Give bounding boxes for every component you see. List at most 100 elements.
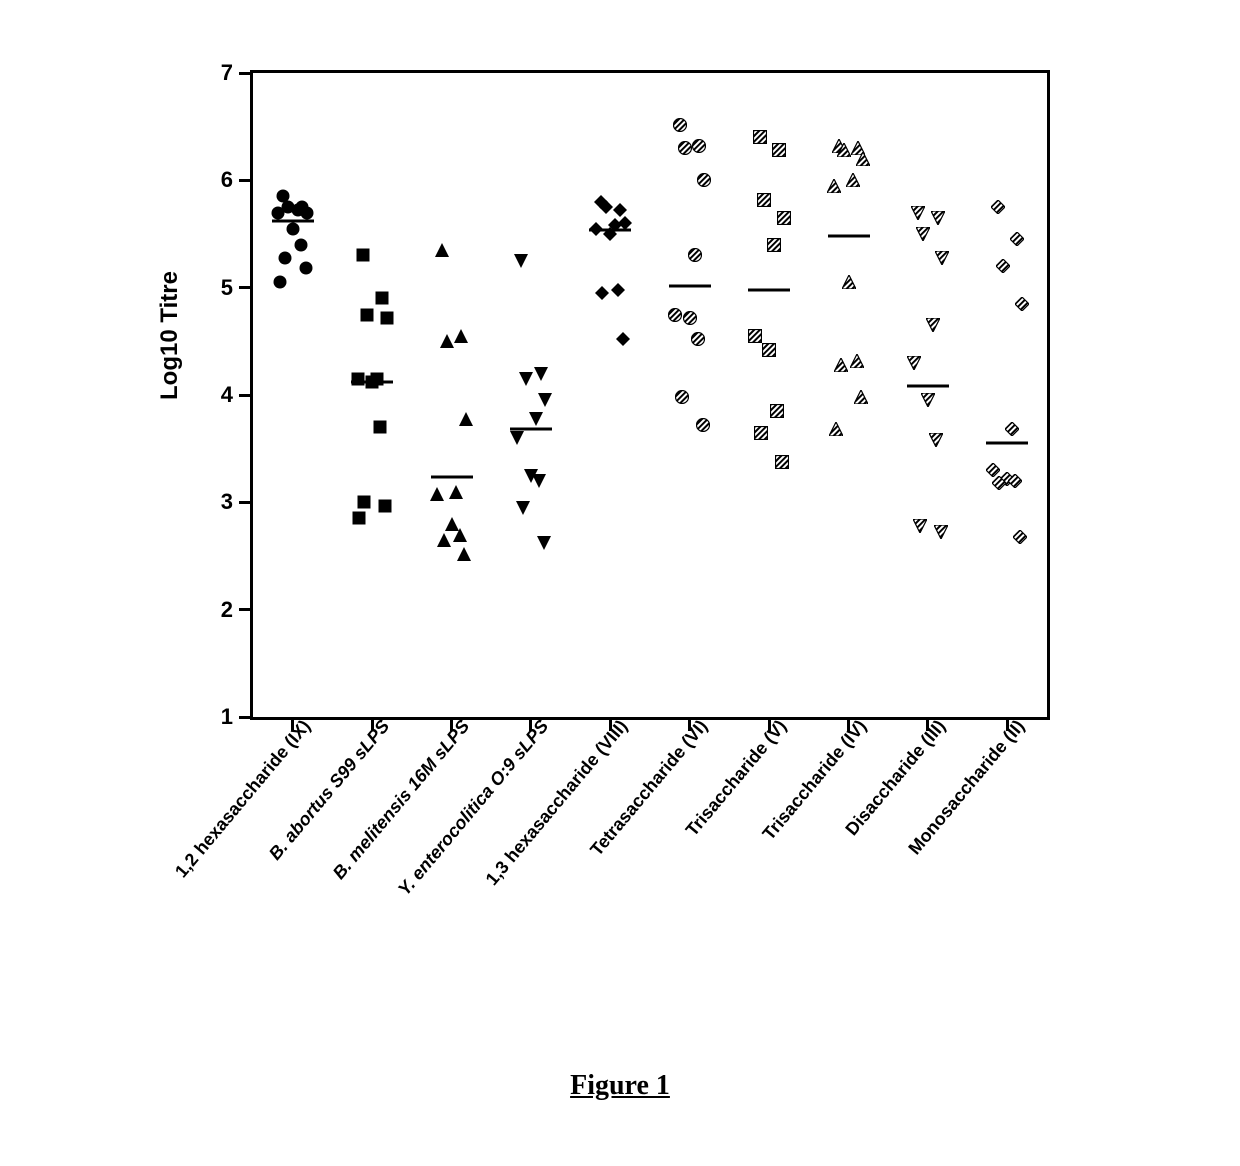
data-point (430, 487, 444, 501)
data-point (996, 259, 1010, 273)
x-tick-label: 1,3 hexasaccharide (VIII) (482, 716, 632, 890)
data-point (911, 206, 925, 220)
data-point (935, 251, 949, 265)
data-point (1013, 530, 1027, 544)
figure-caption: Figure 1 (570, 1070, 670, 1102)
data-point (356, 248, 370, 262)
data-point (1010, 232, 1024, 246)
data-point (534, 367, 548, 381)
data-point (842, 275, 856, 289)
data-point (295, 200, 309, 214)
data-point (926, 318, 940, 332)
data-point (273, 275, 287, 289)
mean-line (748, 288, 790, 291)
data-point (907, 356, 921, 370)
data-point (986, 463, 1000, 477)
data-point (856, 152, 870, 166)
data-point (611, 283, 625, 297)
data-point (850, 354, 864, 368)
data-point (757, 193, 771, 207)
data-point (278, 251, 292, 265)
data-point (754, 426, 768, 440)
data-point (375, 291, 389, 305)
data-point (829, 422, 843, 436)
mean-line (589, 228, 631, 231)
data-point (457, 547, 471, 561)
data-point (748, 329, 762, 343)
y-tick-label: 2 (203, 597, 233, 623)
data-point (299, 261, 313, 275)
data-point (380, 311, 394, 325)
data-point (851, 141, 865, 155)
y-tick (239, 179, 253, 182)
data-point (678, 141, 692, 155)
y-tick (239, 286, 253, 289)
data-point (991, 200, 1005, 214)
page-root: Log10 Titre 12345671,2 hexasaccharide (I… (0, 0, 1240, 1166)
data-point (834, 358, 848, 372)
data-point (837, 143, 851, 157)
data-point (929, 433, 943, 447)
y-tick-label: 6 (203, 167, 233, 193)
data-point (1015, 297, 1029, 311)
y-tick (239, 716, 253, 719)
data-point (931, 211, 945, 225)
data-point (453, 528, 467, 542)
data-point (276, 189, 290, 203)
data-point (449, 485, 463, 499)
data-point (673, 118, 687, 132)
mean-line (669, 284, 711, 287)
data-point (360, 308, 374, 322)
data-point (437, 533, 451, 547)
data-point (300, 206, 314, 220)
data-point (370, 372, 384, 386)
y-tick-label: 3 (203, 489, 233, 515)
y-tick (239, 72, 253, 75)
data-point (934, 525, 948, 539)
data-point (696, 418, 710, 432)
y-tick-label: 5 (203, 275, 233, 301)
data-point (668, 308, 682, 322)
y-tick (239, 608, 253, 611)
data-point (921, 393, 935, 407)
data-point (1000, 472, 1014, 486)
data-point (827, 179, 841, 193)
mean-line (351, 381, 393, 384)
y-axis-label: Log10 Titre (156, 271, 184, 400)
data-point (459, 412, 473, 426)
plot-area: 12345671,2 hexasaccharide (IX)B. abortus… (250, 70, 1050, 720)
data-point (440, 334, 454, 348)
data-point (1005, 422, 1019, 436)
data-point (271, 206, 285, 220)
data-point (352, 511, 366, 525)
data-point (445, 517, 459, 531)
data-point (529, 412, 543, 426)
data-point (524, 469, 538, 483)
y-tick-label: 4 (203, 382, 233, 408)
chart-container: Log10 Titre 12345671,2 hexasaccharide (I… (180, 60, 1060, 740)
data-point (538, 393, 552, 407)
data-point (613, 203, 627, 217)
data-point (351, 372, 365, 386)
data-point (435, 243, 449, 257)
data-point (913, 519, 927, 533)
data-point (373, 420, 387, 434)
data-point (688, 248, 702, 262)
data-point (777, 211, 791, 225)
data-point (767, 238, 781, 252)
mean-line (986, 442, 1028, 445)
data-point (775, 455, 789, 469)
data-point (772, 143, 786, 157)
data-point (294, 238, 308, 252)
y-tick (239, 501, 253, 504)
data-point (832, 139, 846, 153)
plot-outer: Log10 Titre 12345671,2 hexasaccharide (I… (180, 60, 1060, 740)
mean-line (431, 475, 473, 478)
data-point (692, 139, 706, 153)
data-point (291, 203, 305, 217)
y-tick-label: 7 (203, 60, 233, 86)
data-point (510, 431, 524, 445)
mean-line (828, 235, 870, 238)
mean-line (272, 220, 314, 223)
data-point (691, 332, 705, 346)
